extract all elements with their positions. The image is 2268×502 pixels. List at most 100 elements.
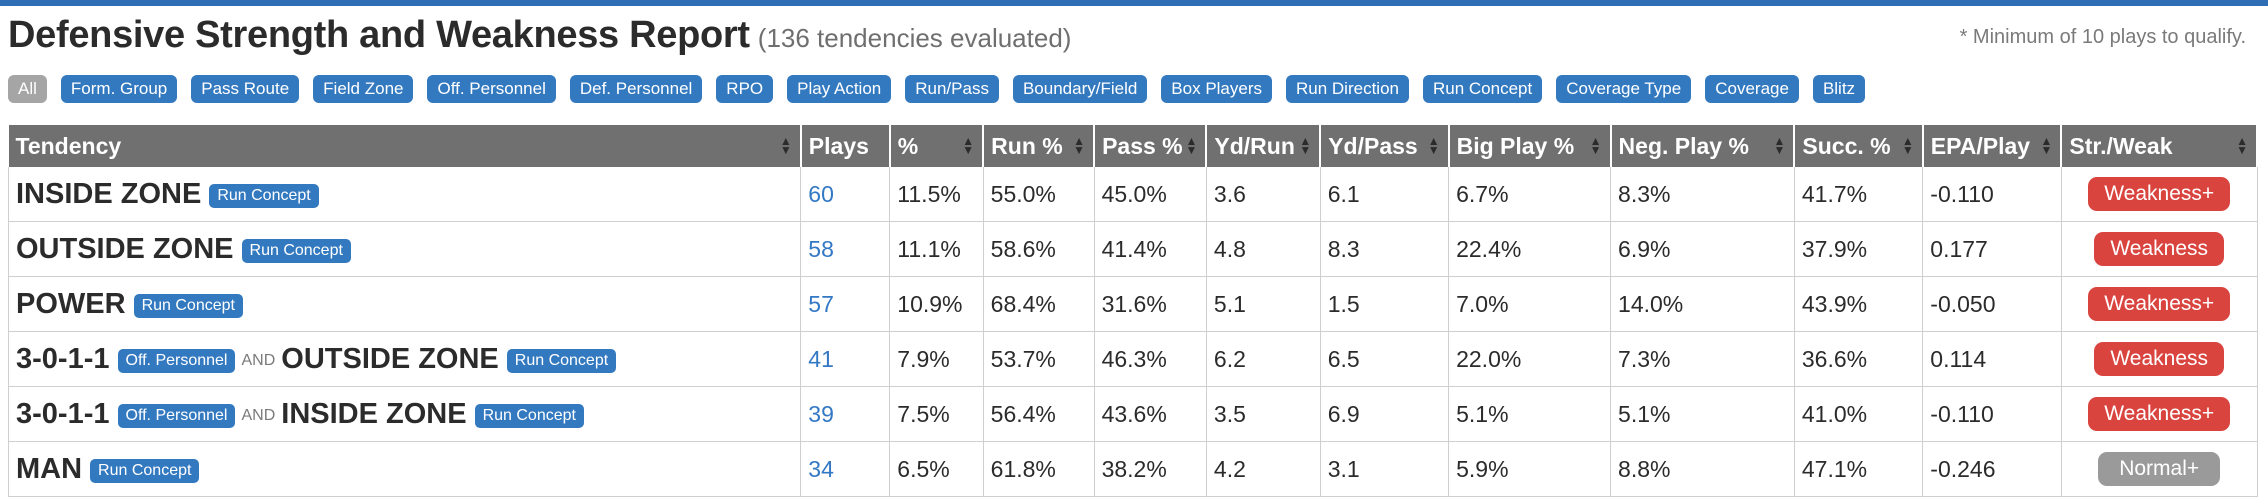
sort-icon[interactable]: ▲ ▼ <box>1773 134 1786 157</box>
tendency-cell: 3-0-1-1 Off. Personnel AND OUTSIDE ZONE Run … <box>7 331 802 387</box>
cell-ydpass: 8.3 <box>1320 221 1450 277</box>
cell-plays[interactable]: 34 <box>800 441 891 497</box>
cell-plays[interactable]: 60 <box>800 167 891 222</box>
cell-epa: -0.050 <box>1922 276 2062 332</box>
cell-plays[interactable]: 58 <box>800 221 891 277</box>
column-header-succ[interactable]: Succ. % ▲ ▼ <box>1794 125 1924 167</box>
filter-pill-field-zone[interactable]: Field Zone <box>313 75 414 103</box>
cell-run: 53.7% <box>983 331 1095 387</box>
column-header-big-play[interactable]: Big Play % ▲ ▼ <box>1448 125 1612 167</box>
cell-ydrun: 4.2 <box>1206 441 1321 497</box>
category-tag: Off. Personnel <box>117 404 236 428</box>
cell-plays[interactable]: 41 <box>800 331 891 387</box>
cell-ydpass: 6.1 <box>1320 167 1450 222</box>
filter-pill-boundary-field[interactable]: Boundary/Field <box>1012 75 1148 103</box>
table-row: POWER Run Concept 57 10.9% 68.4% 31.6% 5.1 1.5 7… <box>7 276 2258 332</box>
tendency-cell: 3-0-1-1 Off. Personnel AND INSIDE ZONE Run C… <box>7 386 802 442</box>
cell-ydpass: 1.5 <box>1320 276 1450 332</box>
filter-pill-coverage[interactable]: Coverage <box>1705 75 1799 103</box>
filter-pill-rpo[interactable]: RPO <box>716 75 774 103</box>
sort-icon[interactable]: ▲ ▼ <box>1901 134 1914 157</box>
filter-pill-pass-route[interactable]: Pass Route <box>191 75 300 103</box>
filter-pill-run-concept[interactable]: Run Concept <box>1423 75 1543 103</box>
sort-icon[interactable]: ▲ ▼ <box>2040 134 2053 157</box>
status-badge: Normal+ <box>2098 452 2221 486</box>
sort-icon[interactable]: ▲ ▼ <box>2236 134 2248 157</box>
column-header-str-weak[interactable]: Str./Weak ▲ ▼ <box>2061 125 2258 167</box>
column-header-yd-run[interactable]: Yd/Run ▲ ▼ <box>1206 125 1322 167</box>
cell-succ: 47.1% <box>1794 441 1924 497</box>
column-header-neg-play[interactable]: Neg. Play % ▲ ▼ <box>1610 125 1796 167</box>
filter-pill-play-action[interactable]: Play Action <box>787 75 892 103</box>
status-badge: Weakness <box>2094 342 2225 376</box>
cell-succ: 36.6% <box>1794 331 1924 387</box>
column-header-label: Run % <box>991 132 1063 159</box>
category-tag: Run Concept <box>133 294 243 318</box>
cell-plays[interactable]: 39 <box>800 386 891 442</box>
column-header-plays[interactable]: Plays <box>800 125 891 167</box>
cell-ydrun: 6.2 <box>1206 331 1321 387</box>
column-header-run[interactable]: Run % ▲ ▼ <box>983 125 1096 167</box>
filter-pill-blitz[interactable]: Blitz <box>1812 75 1866 103</box>
column-header-label: Pass % <box>1102 132 1183 159</box>
table-row: OUTSIDE ZONE Run Concept 58 11.1% 58.6% 41.4%… <box>7 221 2258 277</box>
cell-run: 55.0% <box>983 167 1095 222</box>
column-header-label: Big Play % <box>1456 132 1575 159</box>
table-header-row: Tendency ▲ ▼ Plays% ▲ ▼ Run % ▲ ▼ Pass % ▲ ▼ Yd/Run ▲… <box>8 125 2258 167</box>
tendency-cell: OUTSIDE ZONE Run Concept <box>7 221 802 277</box>
column-header-label: % <box>897 132 919 159</box>
filter-pill-box-players[interactable]: Box Players <box>1161 75 1272 103</box>
filter-pill-def-personnel[interactable]: Def. Personnel <box>569 75 703 103</box>
tendency-name: POWER <box>16 287 126 320</box>
column-header-tendency[interactable]: Tendency ▲ ▼ <box>8 125 802 167</box>
cell-plays[interactable]: 57 <box>800 276 891 332</box>
sort-icon[interactable]: ▲ ▼ <box>1185 134 1198 157</box>
cell-pass: 38.2% <box>1094 441 1207 497</box>
filter-pill-run-direction[interactable]: Run Direction <box>1286 75 1409 103</box>
tendency-name: OUTSIDE ZONE <box>16 232 234 265</box>
cell-succ: 37.9% <box>1794 221 1924 277</box>
cell-pass: 43.6% <box>1094 386 1207 442</box>
cell-epa: 0.114 <box>1922 331 2062 387</box>
category-tag: Off. Personnel <box>117 349 236 373</box>
sort-icon[interactable]: ▲ ▼ <box>1073 134 1086 157</box>
top-accent-bar <box>0 0 2268 6</box>
tendency-cell: POWER Run Concept <box>7 276 802 332</box>
status-badge: Weakness+ <box>2088 177 2231 211</box>
column-header-label: Str./Weak <box>2069 132 2173 159</box>
status-badge: Weakness <box>2094 232 2225 266</box>
sort-icon[interactable]: ▲ ▼ <box>1299 134 1312 157</box>
cell-neg: 6.9% <box>1610 221 1795 277</box>
cell-pass: 41.4% <box>1094 221 1207 277</box>
filter-pill-run-pass[interactable]: Run/Pass <box>905 75 999 103</box>
strength-weakness-cell: Weakness <box>2061 221 2258 277</box>
column-header-pass[interactable]: Pass % ▲ ▼ <box>1094 125 1208 167</box>
tendency-cell: MAN Run Concept <box>7 441 802 497</box>
cell-big: 22.0% <box>1448 331 1612 387</box>
filter-pill-off-personnel[interactable]: Off. Personnel <box>427 75 556 103</box>
sort-icon[interactable]: ▲ ▼ <box>1589 134 1602 157</box>
cell-epa: -0.110 <box>1922 386 2062 442</box>
table-row: 3-0-1-1 Off. Personnel AND OUTSIDE ZONE Run … <box>7 331 2258 387</box>
category-tag: Run Concept <box>474 404 584 428</box>
cell-epa: -0.110 <box>1922 167 2062 222</box>
category-tag: Run Concept <box>506 349 617 373</box>
filter-pill-all[interactable]: All <box>8 75 47 103</box>
column-header-label: EPA/Play <box>1930 132 2031 159</box>
filter-pill-form-group[interactable]: Form. Group <box>60 75 178 103</box>
filter-pill-coverage-type[interactable]: Coverage Type <box>1556 75 1692 103</box>
sort-icon[interactable]: ▲ ▼ <box>962 134 975 157</box>
column-header-yd-pass[interactable]: Yd/Pass ▲ ▼ <box>1320 125 1450 167</box>
page-title: Defensive Strength and Weakness Report <box>8 14 750 56</box>
strength-weakness-cell: Weakness+ <box>2061 167 2258 222</box>
tendency-name: MAN <box>16 452 83 485</box>
sort-icon[interactable]: ▲ ▼ <box>1427 134 1440 157</box>
cell-neg: 7.3% <box>1610 331 1795 387</box>
cell-pct: 7.9% <box>889 331 984 387</box>
sort-icon[interactable]: ▲ ▼ <box>779 134 792 157</box>
cell-ydpass: 6.5 <box>1320 331 1450 387</box>
column-header-epa-play[interactable]: EPA/Play ▲ ▼ <box>1922 125 2063 167</box>
cell-big: 7.0% <box>1448 276 1612 332</box>
column-header-label: Tendency <box>15 132 122 159</box>
column-header-percent[interactable]: % ▲ ▼ <box>889 125 985 167</box>
